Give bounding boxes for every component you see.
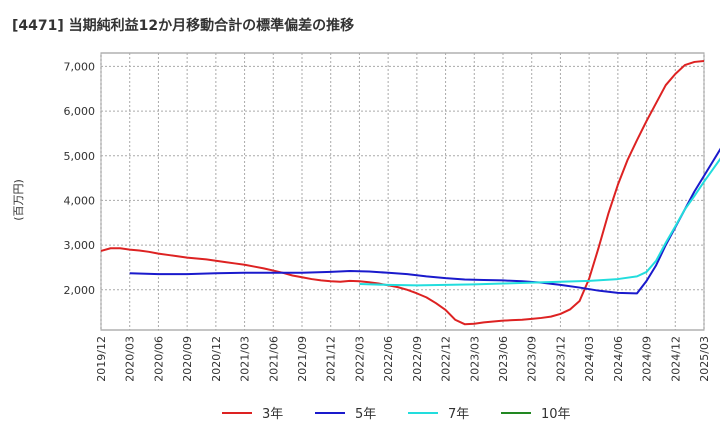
x-tick-label: 2024/12	[669, 336, 682, 382]
x-tick-label: 2021/09	[296, 336, 309, 382]
series-line-7年	[359, 157, 720, 287]
x-tick-label: 2021/06	[267, 336, 280, 382]
x-tick-label: 2023/06	[497, 336, 510, 382]
y-axis: 2,000 3,000 4,000 5,000 6,000 7,000	[64, 60, 96, 296]
y-tick-label: 2,000	[64, 284, 96, 297]
x-tick-label: 2021/03	[239, 336, 252, 382]
x-tick-label: 2022/06	[382, 336, 395, 382]
x-tick-label: 2022/09	[411, 336, 424, 382]
x-tick-label: 2025/03	[698, 336, 711, 382]
x-axis: 2019/12 2020/03 2020/06 2020/09 2020/12 2021/…	[95, 336, 711, 382]
x-tick-label: 2023/03	[468, 336, 481, 382]
legend-label: 7年	[448, 407, 469, 422]
x-tick-label: 2020/06	[152, 336, 165, 382]
y-tick-label: 3,000	[64, 239, 96, 252]
x-tick-label: 2020/12	[210, 336, 223, 382]
legend-label: 5年	[355, 407, 376, 422]
x-tick-label: 2024/09	[641, 336, 654, 382]
x-tick-label: 2022/12	[440, 336, 453, 382]
legend-label: 10年	[541, 407, 571, 422]
y-axis-label: (百万円)	[12, 179, 25, 221]
x-tick-label: 2023/09	[526, 336, 539, 382]
x-tick-label: 2024/03	[583, 336, 596, 382]
y-tick-label: 4,000	[64, 194, 96, 207]
x-tick-label: 2023/12	[554, 336, 567, 382]
x-tick-label: 2020/09	[181, 336, 194, 382]
x-tick-label: 2019/12	[95, 336, 108, 382]
chart-title: [4471] 当期純利益12か月移動合計の標準偏差の推移	[12, 17, 354, 34]
x-tick-label: 2021/12	[325, 336, 338, 382]
plot-area	[100, 52, 705, 331]
grid	[100, 53, 705, 330]
series-line-3年	[100, 60, 705, 326]
x-tick-label: 2024/06	[612, 336, 625, 382]
legend-label: 3年	[262, 407, 283, 422]
y-tick-label: 6,000	[64, 105, 96, 118]
x-tick-label: 2022/03	[353, 336, 366, 382]
y-tick-label: 7,000	[64, 60, 96, 73]
legend: 3年 5年 7年 10年	[222, 407, 571, 422]
x-tick-label: 2020/03	[124, 336, 137, 382]
y-tick-label: 5,000	[64, 150, 96, 163]
series-lines	[100, 60, 720, 326]
